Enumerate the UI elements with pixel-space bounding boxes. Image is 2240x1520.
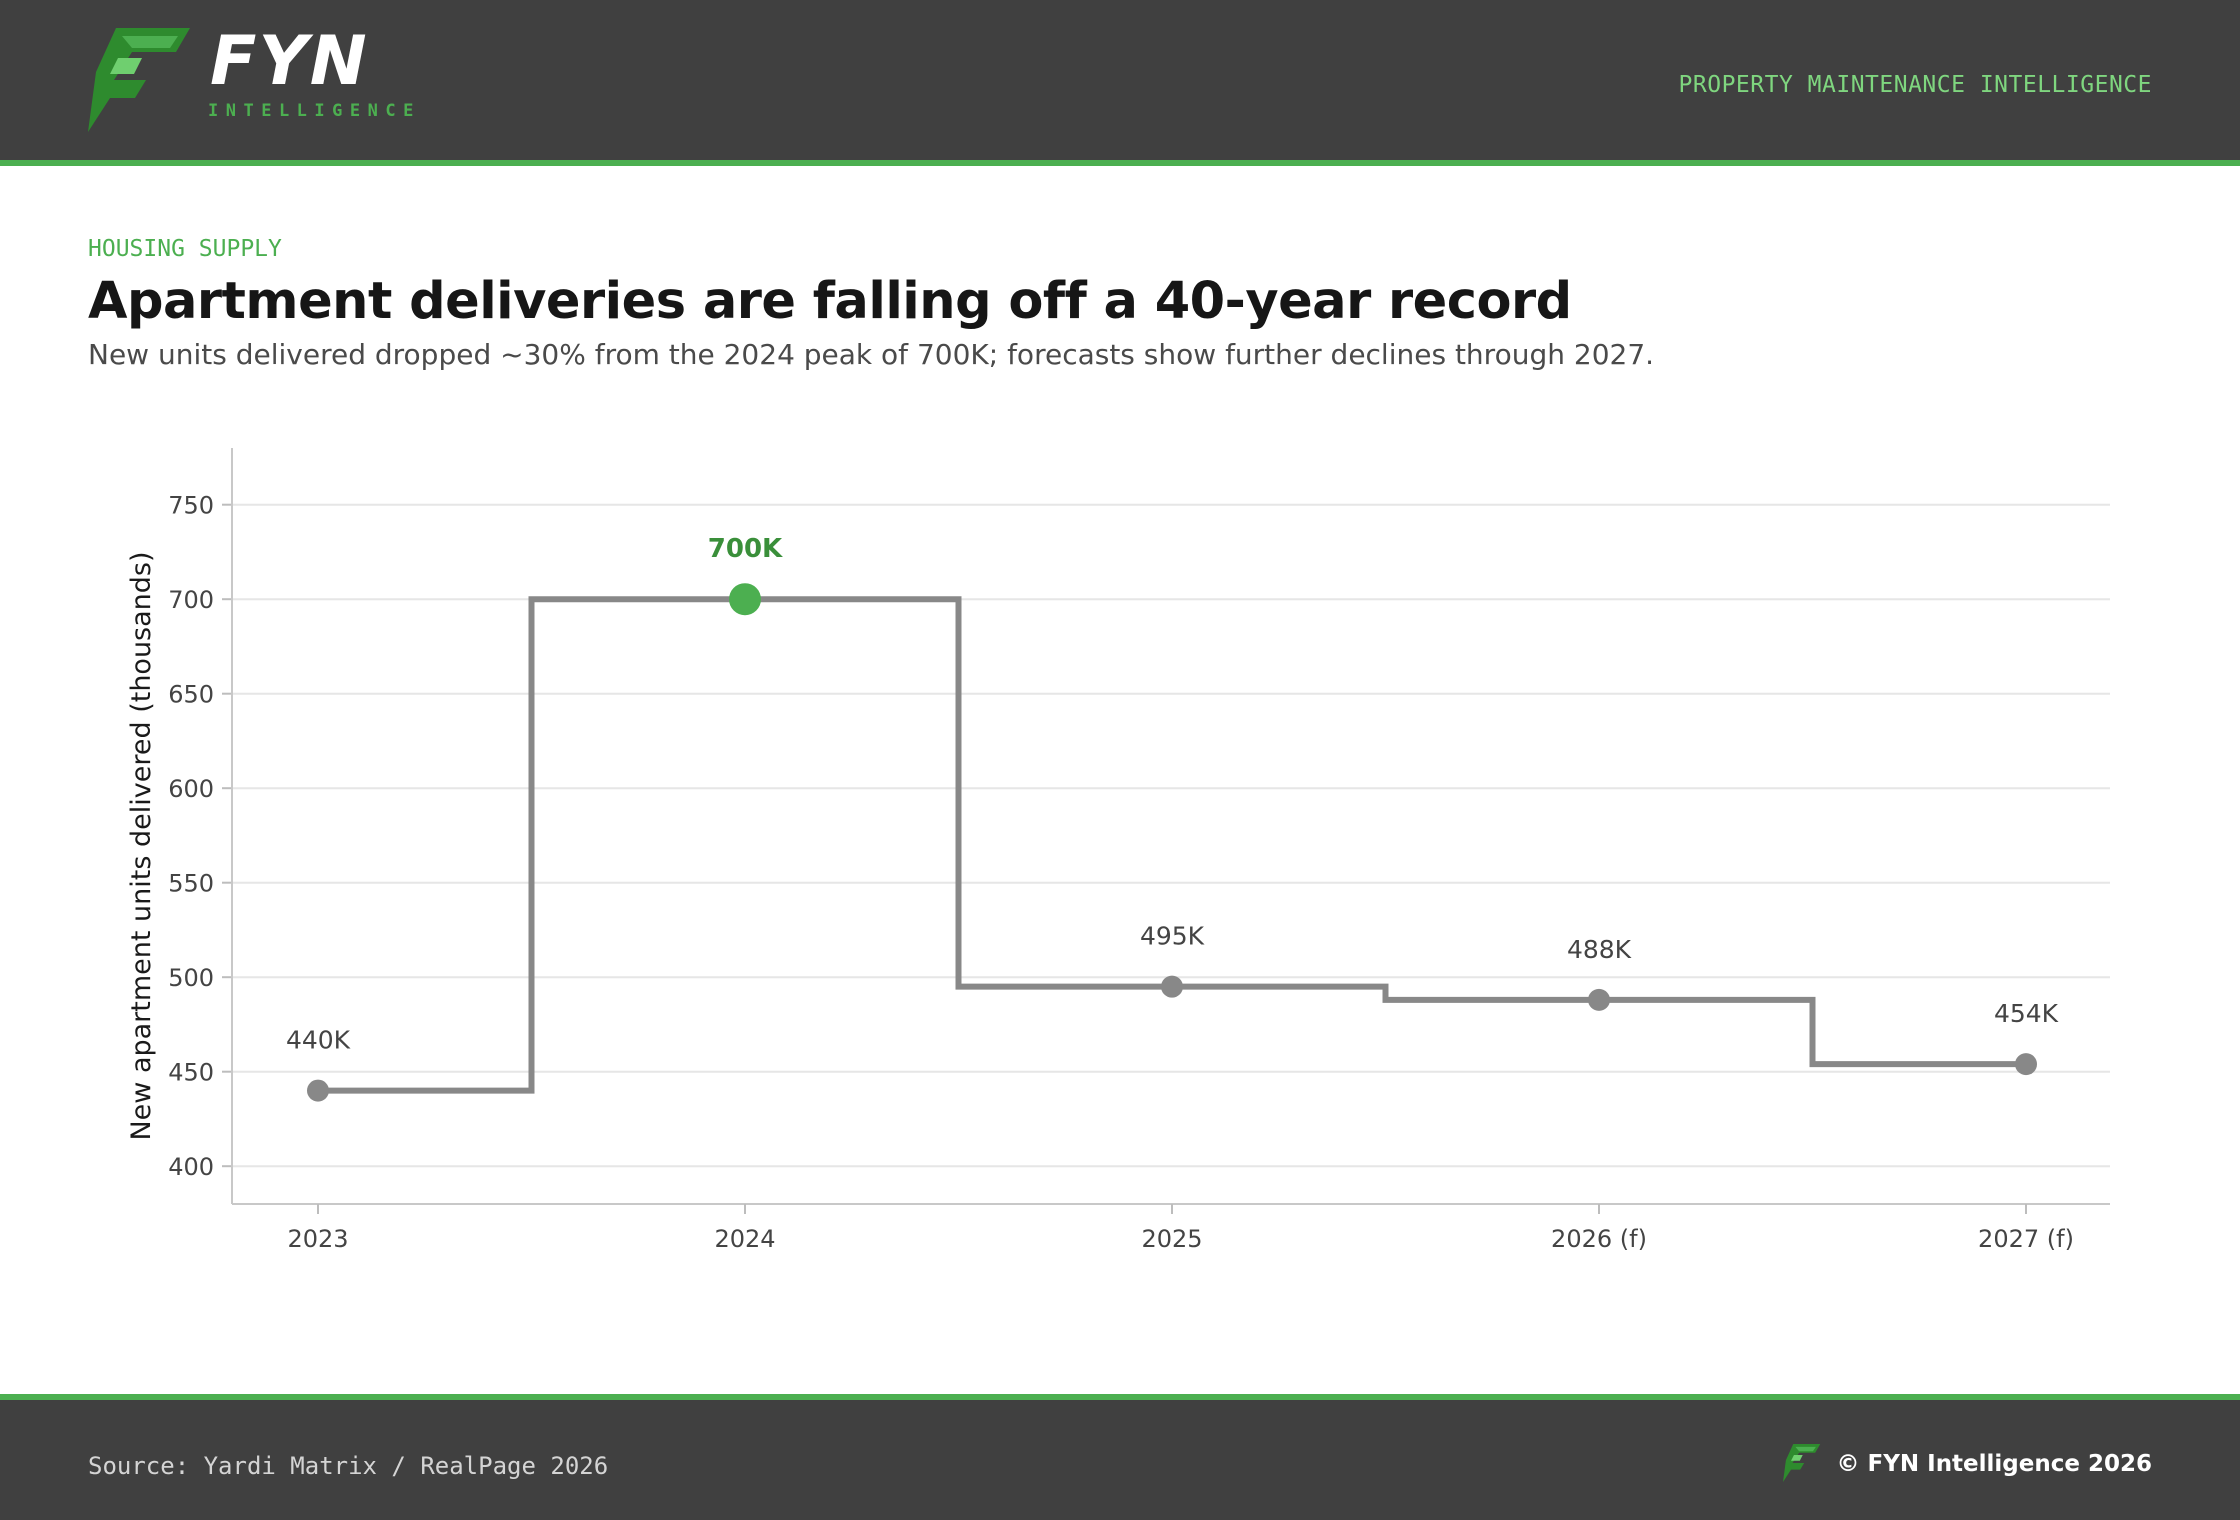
peak-data-label: 700K [708, 534, 783, 564]
data-point [1588, 988, 1610, 1011]
data-label: 440K [286, 1026, 351, 1055]
x-tick-label: 2024 [714, 1225, 775, 1253]
brand-tagline: INTELLIGENCE [208, 101, 421, 121]
x-tick-label: 2025 [1141, 1225, 1202, 1253]
y-tick-label: 550 [168, 870, 214, 898]
source-note: Source: Yardi Matrix / RealPage 2026 [88, 1452, 609, 1480]
chart-subtitle: New units delivered dropped ~30% from th… [88, 338, 1655, 371]
y-tick-label: 600 [168, 775, 214, 803]
y-tick-label: 400 [168, 1153, 214, 1181]
fyn-small-logo-icon [1782, 1444, 1820, 1482]
copyright-text: © FYN Intelligence 2026 [1836, 1451, 2153, 1477]
header-tagline: PROPERTY MAINTENANCE INTELLIGENCE [1678, 72, 2152, 98]
y-tick-label: 700 [168, 586, 214, 614]
footer-bar: Source: Yardi Matrix / RealPage 2026 © F… [0, 1394, 2240, 1520]
data-point [1161, 975, 1183, 998]
data-point [2015, 1053, 2037, 1076]
header-bar: FYN INTELLIGENCE PROPERTY MAINTENANCE IN… [0, 0, 2240, 166]
y-tick-label: 500 [168, 964, 214, 992]
y-axis-label: New apartment units delivered (thousands… [126, 551, 157, 1140]
fyn-logo-icon [88, 28, 190, 132]
peak-point [729, 583, 761, 616]
x-tick-label: 2023 [287, 1225, 348, 1253]
x-tick-label: 2027 (f) [1978, 1225, 2074, 1253]
chart-title: Apartment deliveries are falling off a 4… [88, 272, 1572, 331]
data-point [307, 1079, 329, 1102]
y-tick-label: 650 [168, 681, 214, 709]
y-tick-label: 450 [168, 1059, 214, 1087]
section-eyebrow: HOUSING SUPPLY [88, 236, 282, 262]
x-tick-label: 2026 (f) [1551, 1225, 1647, 1253]
y-tick-label: 750 [168, 492, 214, 520]
data-label: 454K [1994, 999, 2059, 1028]
data-label: 488K [1567, 935, 1632, 964]
step-line-chart: 400 450 500 550 600 650 700 750 2023 2024 2025 2026… [126, 448, 2110, 1253]
series-step-line [318, 596, 2026, 1094]
copyright-group: © FYN Intelligence 2026 [1782, 1444, 2153, 1484]
data-label: 495K [1140, 922, 1205, 951]
brand-name: FYN [210, 22, 369, 101]
